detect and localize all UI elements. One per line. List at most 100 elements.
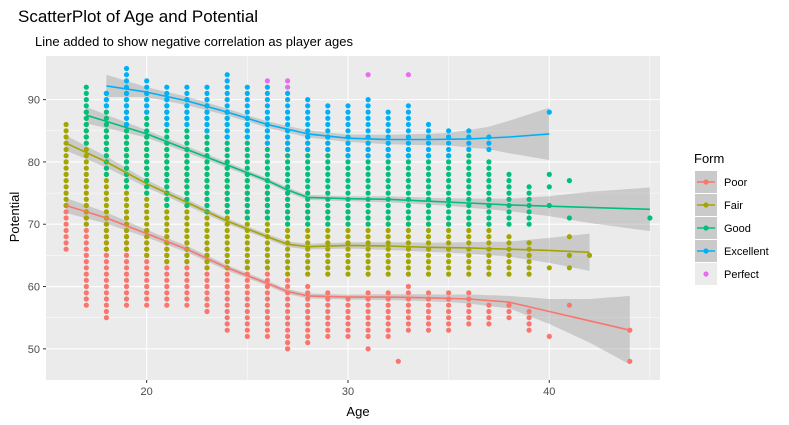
point-good	[204, 202, 210, 209]
point-poor	[285, 302, 291, 308]
point-poor	[365, 327, 371, 333]
point-good	[204, 178, 210, 184]
point-poor	[627, 327, 633, 333]
point-excellent	[264, 134, 270, 140]
point-fair	[586, 252, 593, 258]
point-fair	[325, 227, 331, 234]
point-good	[526, 184, 532, 190]
point-excellent	[365, 115, 371, 121]
point-good	[446, 209, 452, 215]
point-good	[345, 184, 351, 190]
point-good	[526, 209, 532, 215]
point-poor	[345, 321, 351, 327]
x-tick-label: 20	[141, 386, 153, 398]
point-good	[144, 165, 150, 171]
point-excellent	[264, 84, 270, 90]
point-poor	[365, 321, 371, 327]
point-good	[365, 221, 371, 227]
point-poor	[83, 265, 89, 271]
point-excellent	[285, 109, 291, 115]
point-excellent	[446, 134, 452, 140]
point-excellent	[305, 140, 311, 146]
point-poor	[244, 333, 250, 339]
point-fair	[164, 252, 170, 258]
point-excellent	[385, 109, 391, 115]
point-good	[325, 215, 331, 221]
point-fair	[285, 271, 291, 277]
point-good	[264, 159, 270, 165]
point-excellent	[405, 103, 411, 109]
point-poor	[425, 315, 432, 321]
point-good	[526, 221, 532, 227]
point-fair	[103, 184, 109, 190]
point-excellent	[123, 72, 130, 78]
point-fair	[103, 234, 109, 240]
point-fair	[285, 227, 291, 234]
point-excellent	[365, 97, 371, 103]
x-axis: 20 30 40	[141, 380, 555, 398]
point-fair	[184, 215, 190, 221]
point-excellent	[486, 146, 492, 153]
point-poor	[506, 315, 512, 321]
point-good	[164, 171, 170, 177]
point-excellent	[405, 115, 411, 121]
point-poor	[466, 308, 472, 315]
point-fair	[285, 234, 291, 240]
point-poor	[164, 271, 170, 277]
point-poor	[526, 321, 532, 327]
point-good	[285, 178, 291, 184]
legend-item-perfect: Perfect	[695, 263, 759, 285]
point-poor	[164, 265, 170, 271]
point-fair	[385, 234, 391, 240]
point-poor	[305, 308, 311, 315]
point-good	[103, 171, 109, 177]
point-poor	[103, 308, 109, 315]
point-good	[184, 202, 190, 209]
point-excellent	[184, 109, 190, 115]
point-good	[506, 171, 512, 177]
legend-title: Form	[694, 151, 724, 166]
point-poor	[63, 209, 69, 215]
point-good	[184, 190, 190, 196]
point-poor	[123, 302, 130, 308]
point-perfect	[285, 78, 291, 84]
point-good	[425, 178, 432, 184]
point-fair	[405, 234, 411, 240]
point-excellent	[164, 97, 170, 103]
point-good	[425, 190, 432, 196]
point-good	[325, 153, 331, 159]
point-good	[486, 171, 492, 177]
point-poor	[244, 283, 250, 290]
point-fair	[385, 227, 391, 234]
point-excellent	[224, 78, 230, 84]
point-fair	[144, 240, 150, 246]
point-fair	[184, 252, 190, 258]
point-perfect	[365, 72, 371, 78]
point-excellent	[264, 90, 270, 96]
point-poor	[164, 290, 170, 296]
point-fair	[446, 227, 452, 234]
point-excellent	[164, 115, 170, 121]
point-poor	[144, 265, 150, 271]
legend-item-good: Good	[695, 217, 751, 239]
point-poor	[123, 290, 130, 296]
legend-point-swatch	[703, 271, 709, 277]
point-good	[123, 159, 130, 165]
point-good	[405, 215, 411, 221]
point-fair	[244, 246, 250, 252]
point-poor	[144, 271, 150, 277]
point-good	[365, 165, 371, 171]
point-good	[345, 202, 351, 209]
point-fair	[63, 196, 69, 202]
point-good	[446, 190, 452, 196]
point-good	[244, 146, 250, 153]
point-poor	[385, 315, 391, 321]
point-excellent	[184, 84, 190, 90]
point-poor	[305, 315, 311, 321]
point-poor	[123, 259, 130, 265]
point-poor	[405, 327, 411, 333]
point-poor	[103, 296, 109, 302]
point-good	[144, 134, 150, 140]
point-fair	[123, 227, 130, 234]
point-poor	[506, 308, 512, 315]
